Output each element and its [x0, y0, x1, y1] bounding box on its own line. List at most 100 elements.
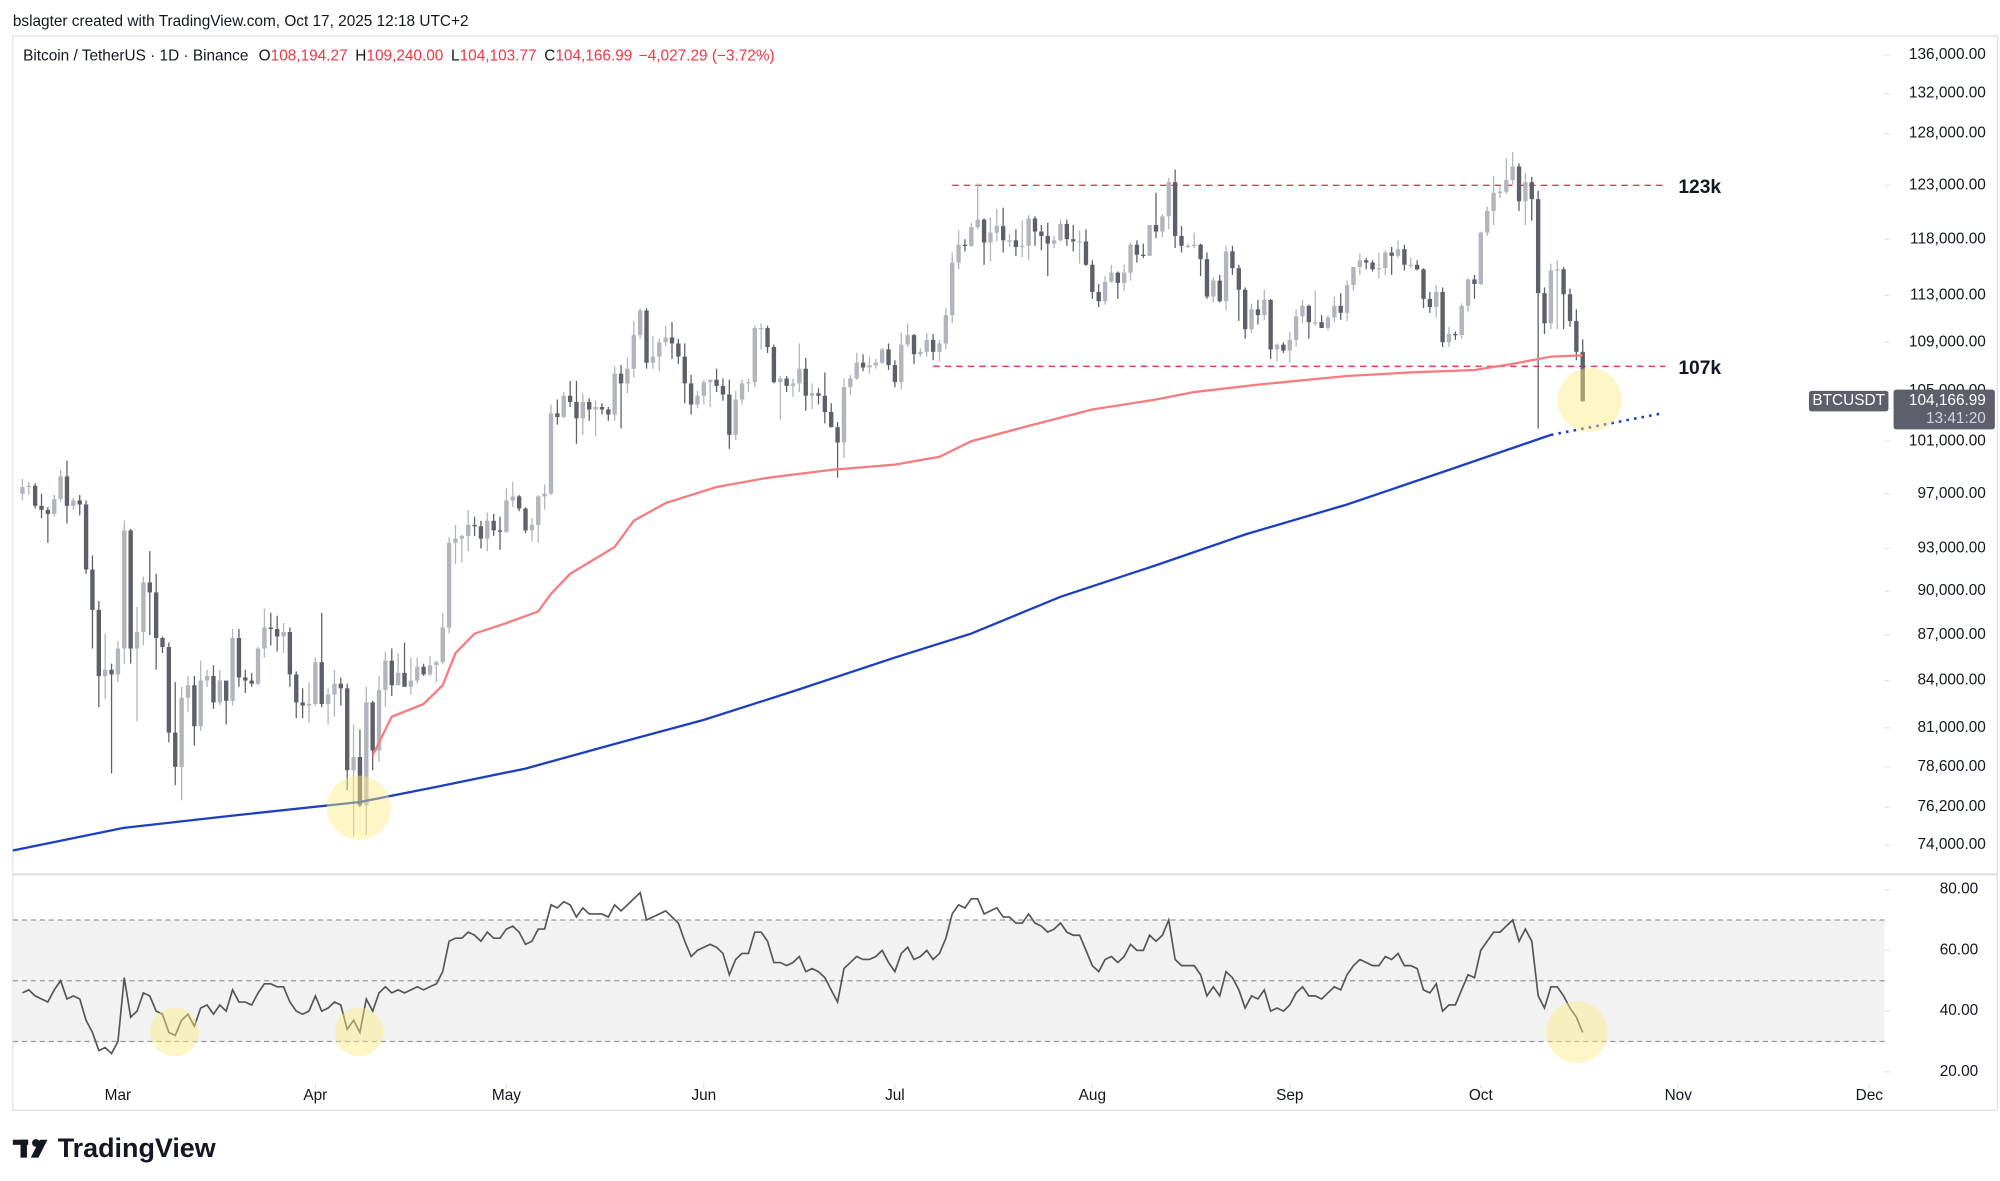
candle-body [1281, 344, 1286, 351]
candle-body [313, 662, 318, 704]
candle-body [631, 335, 636, 369]
candle-body [1115, 272, 1120, 283]
candle-body [1555, 269, 1560, 271]
candle-body [695, 395, 700, 405]
candle-body [134, 632, 140, 649]
candle-body [1364, 260, 1369, 263]
candle-body [236, 637, 242, 678]
candle-body [1083, 241, 1089, 265]
candle-body [765, 328, 770, 348]
candle-body [1567, 294, 1573, 321]
y-tick-label: 81,000.00 [1917, 719, 1985, 736]
candle-body [708, 379, 713, 383]
candle-body [1013, 240, 1019, 247]
candle-body [1064, 223, 1070, 240]
candle-body [1306, 305, 1312, 323]
logo-icon [12, 1139, 48, 1158]
candle-body [255, 648, 261, 684]
candle-body [1446, 333, 1452, 343]
candle-body [1338, 305, 1343, 313]
highlight [1546, 1001, 1608, 1063]
x-tick-label: May [492, 1087, 521, 1104]
candle-body [147, 582, 152, 593]
candle-body [1478, 232, 1484, 285]
ohlc-value: 108,194.27 [271, 47, 348, 64]
candle-body [510, 496, 515, 501]
candle-body [930, 339, 936, 352]
candle-body [1402, 249, 1407, 265]
candle-body [243, 677, 248, 681]
y-tick-label: 97,000.00 [1917, 485, 1985, 502]
candle-body [370, 702, 375, 751]
candle-body [523, 508, 528, 531]
candle-body [1204, 259, 1210, 297]
candle-body [663, 337, 668, 343]
candle-body [644, 310, 649, 363]
candle-body [548, 413, 554, 494]
x-tick-label: Aug [1079, 1087, 1106, 1104]
candle-body [268, 627, 273, 630]
candle-body [1389, 252, 1394, 256]
candle-body [1223, 251, 1229, 302]
y-tick-label: 128,000.00 [1909, 125, 1986, 142]
x-tick-label: Apr [303, 1087, 327, 1104]
candle-body [421, 666, 426, 675]
candle-body [1255, 309, 1261, 316]
candle-body [1459, 305, 1464, 336]
candle-body [1408, 264, 1413, 267]
highlight [1557, 367, 1622, 433]
candle-body [71, 500, 76, 506]
candle-body [555, 413, 560, 418]
price-tag-symbol: BTCUSDT [1812, 392, 1885, 409]
candle-body [491, 520, 496, 531]
candle-body [427, 665, 433, 675]
candle-body [1497, 191, 1503, 193]
candle-body [173, 732, 178, 767]
candle-body [453, 538, 458, 543]
candle-body [650, 356, 656, 363]
candle-body [466, 524, 471, 536]
candle-body [1102, 281, 1108, 302]
candle-body [274, 629, 280, 637]
price-tag-symbol-bg [1808, 390, 1889, 412]
logo-text: TradingView [58, 1133, 216, 1163]
candle-body [733, 399, 738, 435]
candle-body [669, 337, 675, 344]
candle-body [1561, 269, 1566, 295]
candle-body [1510, 166, 1515, 181]
ohlc-value: 104,166.99 [555, 47, 632, 64]
candle-body [179, 697, 184, 767]
y-tick-label: 101,000.00 [1909, 432, 1986, 449]
candle-body [1529, 182, 1534, 200]
y-tick-label: 84,000.00 [1917, 672, 1985, 689]
candle-body [402, 672, 407, 687]
candle-body [1491, 192, 1496, 211]
price-tag-countdown: 13:41:20 [1926, 410, 1986, 427]
highlight [150, 1007, 199, 1057]
rsi-y-tick-label: 20.00 [1940, 1063, 1978, 1080]
candle-body [90, 569, 95, 610]
candle-body [516, 496, 522, 509]
candle-body [1313, 322, 1318, 324]
x-tick-label: Jun [691, 1087, 716, 1104]
rsi-line [22, 891, 1584, 1055]
candle-body [1109, 272, 1114, 282]
candle-body [803, 368, 808, 396]
candle-body [625, 368, 630, 384]
candle-body [440, 627, 445, 663]
candle-body [319, 662, 324, 704]
candle-body [1172, 182, 1178, 236]
y-tick-label: 123,000.00 [1909, 176, 1986, 193]
rsi-y-tick-label: 60.00 [1940, 941, 1978, 958]
candle-body [408, 680, 414, 687]
candle-body [1039, 231, 1044, 236]
candle-body [485, 520, 490, 539]
candle-body [778, 378, 783, 383]
candle-body [612, 373, 617, 415]
candle-body [383, 660, 388, 690]
highlight [334, 1007, 384, 1057]
candle-body [122, 530, 127, 649]
candle-body [1153, 224, 1159, 232]
y-tick-label: 90,000.00 [1917, 582, 1985, 599]
candle-body [975, 219, 980, 228]
